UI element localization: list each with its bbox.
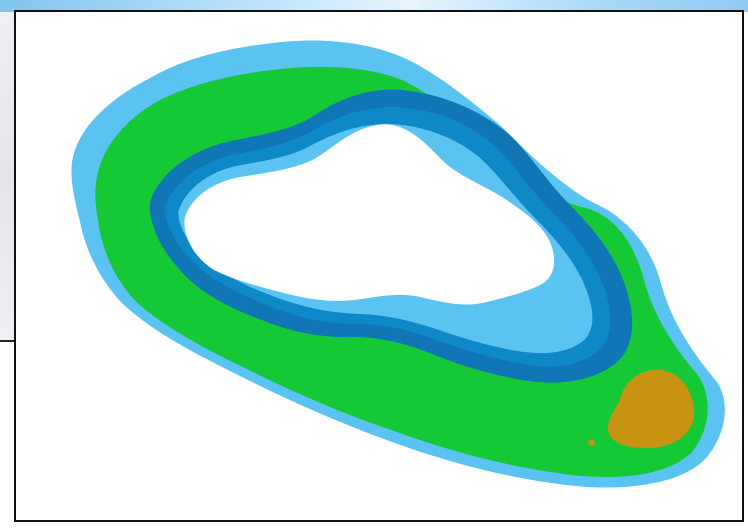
map-canvas [71,40,725,488]
zone-patch-dot [588,439,596,446]
side-strip [0,12,14,342]
zone-center [184,124,555,305]
zone-patch [607,369,695,449]
top-banner [0,0,748,12]
side-divider [0,340,14,342]
map-frame [14,10,744,522]
